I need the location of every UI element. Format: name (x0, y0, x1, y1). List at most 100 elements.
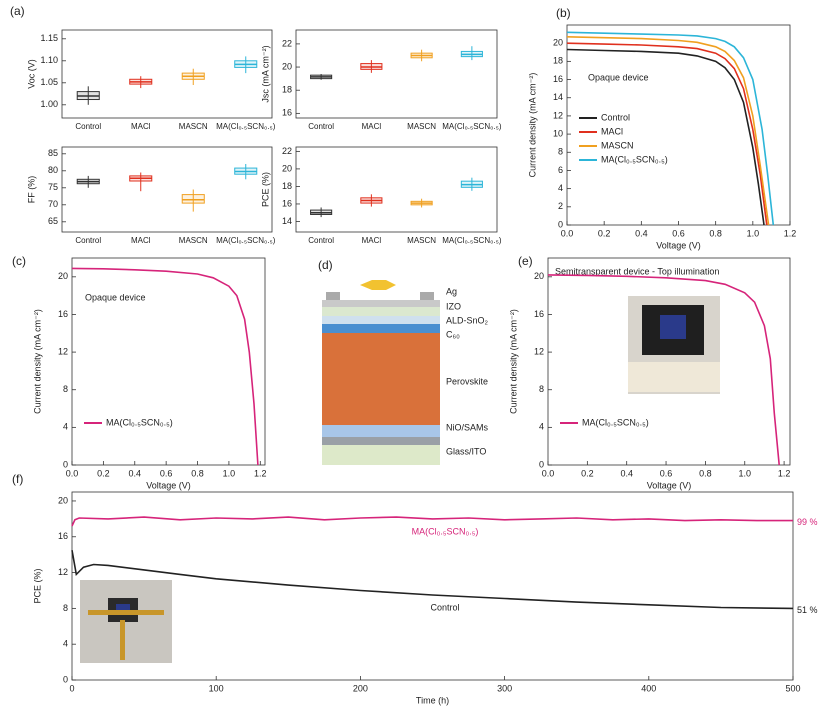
y-tick-label: 12 (58, 346, 68, 356)
stability-photo (80, 580, 172, 663)
x-tick-label: MASCN (179, 236, 208, 245)
x-tick-label: 0.6 (660, 468, 673, 478)
x-tick-label: Control (308, 122, 334, 131)
y-tick-label: 4 (63, 422, 68, 432)
plot-frame (71, 491, 794, 681)
layer-ito (322, 437, 440, 445)
x-tick-label: Control (75, 122, 101, 131)
layer-perovskite (322, 333, 440, 425)
y-tick-label: 85 (48, 148, 58, 158)
y-tick-label: 10 (553, 128, 563, 138)
layer-sno2 (322, 316, 440, 324)
series-line (71, 267, 259, 466)
y-tick-label: 1.05 (40, 77, 58, 87)
y-tick-label: 16 (58, 309, 68, 319)
x-tick-label: 0.8 (191, 468, 204, 478)
x-tick-label: 1.2 (778, 468, 791, 478)
layer-label: NiO/SAMs (446, 422, 489, 432)
photo-wire (120, 620, 125, 660)
y-tick-label: 4 (558, 183, 563, 193)
y-axis-label: Current density (mA cm⁻²) (32, 309, 42, 414)
panel-label: (d) (318, 258, 333, 272)
plot-frame (547, 257, 791, 466)
plot-frame (295, 29, 498, 119)
plot-frame (295, 146, 498, 233)
x-tick-label: 0.8 (709, 228, 722, 238)
y-tick-label: 20 (58, 495, 68, 505)
layer-label: Ag (446, 286, 457, 296)
panel-note: Opaque device (588, 72, 649, 82)
x-axis-label: Time (h) (416, 695, 449, 705)
panel-label: (b) (556, 6, 571, 20)
x-tick-label: 0 (69, 683, 74, 693)
plot-frame (61, 146, 273, 233)
y-axis-label: PCE (%) (32, 568, 42, 603)
x-tick-label: 0.0 (561, 228, 574, 238)
y-tick-label: 18 (282, 181, 292, 191)
y-tick-label: 8 (63, 603, 68, 613)
x-tick-label: 0.4 (129, 468, 142, 478)
y-tick-label: 1.10 (40, 55, 58, 65)
x-tick-label: 400 (641, 683, 656, 693)
y-tick-label: 0 (558, 219, 563, 229)
photo-ruler (628, 362, 720, 392)
end-label: 99 % (797, 517, 818, 527)
plot-frame (71, 257, 266, 466)
series-label: Control (430, 602, 459, 612)
y-tick-label: 4 (63, 639, 68, 649)
y-tick-label: 16 (58, 531, 68, 541)
layer-label: ALD-SnO₂ (446, 315, 489, 325)
light-arrow (360, 280, 396, 290)
series-line (566, 42, 768, 226)
y-tick-label: 22 (282, 38, 292, 48)
layer-izo (322, 307, 440, 316)
x-tick-label: 0.2 (581, 468, 594, 478)
ag-contact (326, 292, 340, 300)
x-tick-label: MA(Cl₀.₅SCN₀.₅) (216, 122, 276, 131)
x-tick-label: 0.6 (160, 468, 173, 478)
y-tick-label: 0 (63, 674, 68, 684)
layer-ag (322, 300, 440, 307)
y-tick-label: 22 (282, 146, 292, 156)
series-line (566, 48, 765, 226)
y-tick-label: 8 (63, 384, 68, 394)
legend-label: MA(Cl₀.₅SCN₀.₅) (106, 417, 173, 427)
x-tick-label: 0.6 (672, 228, 685, 238)
x-tick-label: 0.0 (542, 468, 555, 478)
layer-label: C₆₀ (446, 329, 460, 339)
x-tick-label: Control (75, 236, 101, 245)
panel-label: (e) (518, 254, 533, 268)
layer-glass (322, 445, 440, 465)
legend-label: Control (601, 112, 630, 122)
photo-active (660, 315, 686, 339)
series-line (547, 274, 780, 466)
legend-label: MACl (601, 126, 623, 136)
x-tick-label: MASCN (407, 236, 436, 245)
y-axis-label: Voc (V) (26, 59, 36, 89)
series-line (566, 31, 775, 226)
y-tick-label: 65 (48, 216, 58, 226)
y-tick-label: 4 (539, 422, 544, 432)
y-tick-label: 8 (558, 147, 563, 157)
y-tick-label: 16 (282, 198, 292, 208)
layer-nio (322, 425, 440, 437)
x-tick-label: 0.2 (598, 228, 611, 238)
y-tick-label: 80 (48, 165, 58, 175)
panel-label: (a) (10, 4, 25, 18)
y-axis-label: FF (%) (26, 176, 36, 204)
y-tick-label: 20 (282, 61, 292, 71)
x-tick-label: MACl (131, 236, 151, 245)
x-tick-label: 0.2 (97, 468, 110, 478)
x-tick-label: 0.8 (699, 468, 712, 478)
end-label: 51 % (797, 605, 818, 615)
y-axis-label: PCE (%) (260, 172, 270, 207)
x-tick-label: 1.2 (784, 228, 797, 238)
x-tick-label: 1.2 (254, 468, 267, 478)
y-axis-label: Current density (mA cm⁻²) (508, 309, 518, 414)
y-tick-label: 18 (282, 85, 292, 95)
y-tick-label: 8 (539, 384, 544, 394)
x-tick-label: 1.0 (747, 228, 760, 238)
x-tick-label: Control (308, 236, 334, 245)
panel-label: (c) (12, 254, 26, 268)
